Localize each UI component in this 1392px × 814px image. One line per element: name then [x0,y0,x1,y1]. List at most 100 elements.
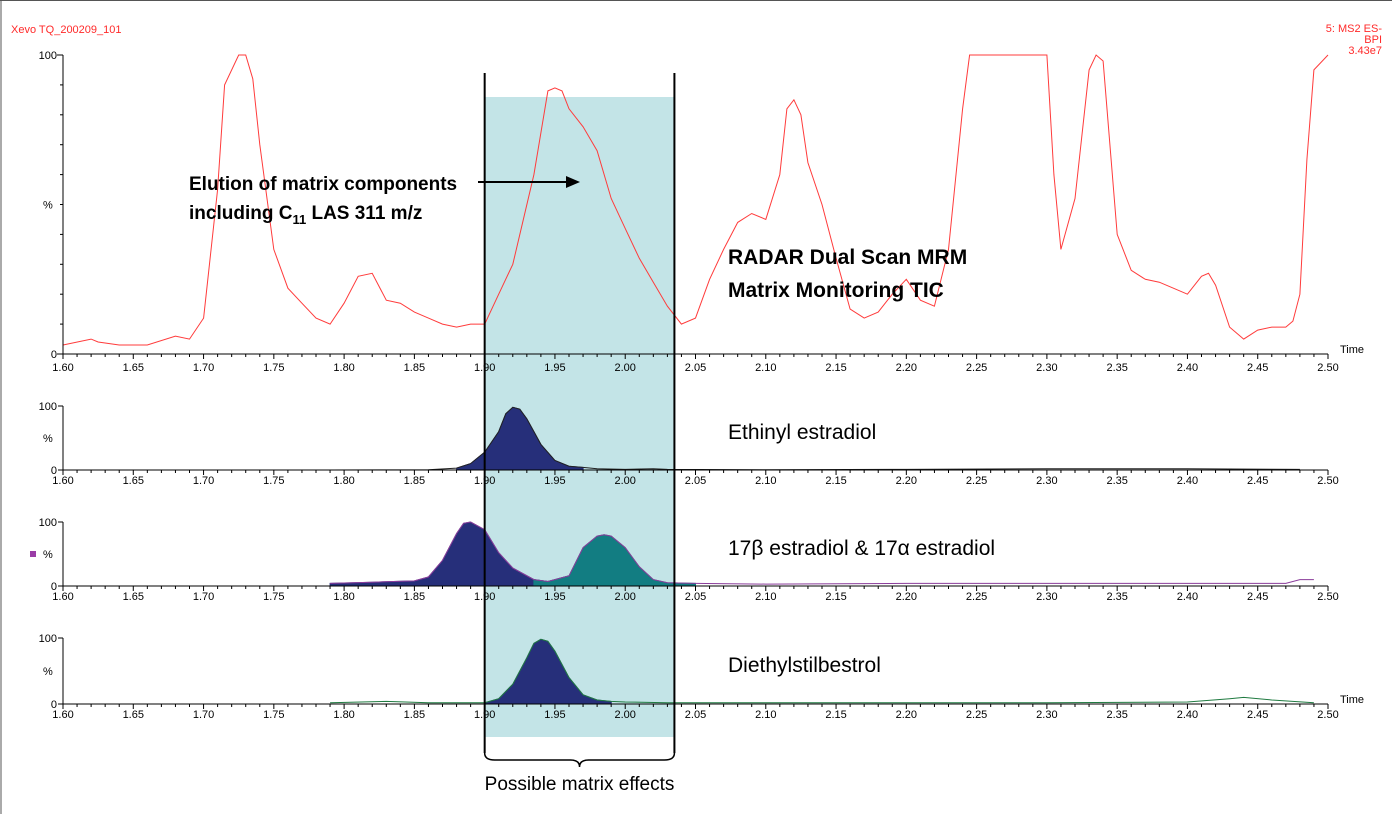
x-tick-label: 1.80 [333,591,354,603]
x-tick-label: 1.60 [52,362,73,374]
x-tick-label: 1.85 [404,591,425,603]
panel-tic: 1000%1.601.651.701.751.801.851.901.952.0… [39,50,1364,374]
x-tick-label: 1.60 [52,475,73,487]
x-tick-label: 2.50 [1317,475,1338,487]
x-tick-label: 2.20 [896,475,917,487]
x-tick-label: 1.85 [404,475,425,487]
x-tick-label: 2.20 [896,362,917,374]
panel-title: Diethylstilbestrol [728,654,881,677]
x-tick-label: 2.15 [825,591,846,603]
y-tick-label-min: 0 [51,349,57,361]
header-function-line3: 3.43e7 [1348,45,1382,57]
matrix-effects-label: Possible matrix effects [485,774,675,795]
x-tick-label: 2.45 [1247,591,1268,603]
x-tick-label: 2.35 [1106,475,1127,487]
x-tick-label: 2.15 [825,709,846,721]
y-axis-label: % [43,549,53,561]
x-tick-label: 1.85 [404,362,425,374]
y-tick-label-max: 100 [39,517,57,529]
legend-marker [30,551,36,557]
elution-arrow-head [566,176,580,188]
x-tick-label: 2.30 [1036,362,1057,374]
y-tick-label-max: 100 [39,401,57,413]
panel-diethylstilbestrol: 1000%1.601.651.701.751.801.851.901.952.0… [39,633,1364,721]
elution-text-subscript: 11 [292,212,306,227]
header-function-line1: 5: MS2 ES- [1325,23,1382,35]
x-tick-label: 2.30 [1036,709,1057,721]
y-tick-label-min: 0 [51,699,57,711]
x-tick-label: 2.45 [1247,475,1268,487]
x-tick-label: 2.35 [1106,362,1127,374]
x-tick-label: 2.05 [685,709,706,721]
x-tick-label: 1.65 [123,362,144,374]
tic-trace [62,54,1329,346]
x-tick-label: 1.60 [52,591,73,603]
y-tick-label-min: 0 [51,465,57,477]
x-tick-label: 2.50 [1317,362,1338,374]
x-tick-label: 1.70 [193,709,214,721]
y-axis-label: % [43,666,53,678]
x-tick-label: 2.00 [615,591,636,603]
x-axis-label: Time [1340,344,1364,356]
x-tick-label: 2.25 [966,709,987,721]
x-tick-label: 1.85 [404,709,425,721]
x-tick-label: 1.65 [123,591,144,603]
y-tick-label-max: 100 [39,50,57,62]
x-tick-label: 2.00 [615,475,636,487]
x-axis-label: Time [1340,694,1364,706]
x-tick-label: 2.50 [1317,709,1338,721]
x-tick-label: 1.75 [263,591,284,603]
x-tick-label: 1.80 [333,475,354,487]
elution-annotation-line1: Elution of matrix components [189,174,457,195]
header-function: 5: MS2 ES- BPI 3.43e7 [1326,24,1382,57]
x-tick-label: 2.10 [755,475,776,487]
x-tick-label: 2.40 [1177,475,1198,487]
x-tick-label: 2.05 [685,362,706,374]
trace-outline [330,638,1314,704]
radar-annotation-line2: Matrix Monitoring TIC [728,279,944,302]
x-tick-label: 1.70 [193,591,214,603]
x-tick-label: 1.80 [333,362,354,374]
x-tick-label: 2.10 [755,591,776,603]
y-tick-label-min: 0 [51,581,57,593]
x-tick-label: 2.45 [1247,362,1268,374]
y-axis-label: % [43,433,53,445]
x-tick-label: 2.50 [1317,591,1338,603]
x-tick-label: 2.25 [966,362,987,374]
x-tick-label: 1.80 [333,709,354,721]
x-tick-label: 2.40 [1177,709,1198,721]
x-tick-label: 2.30 [1036,475,1057,487]
elution-text-pre: including C [189,203,293,224]
elution-annotation-line2: including C11 LAS 311 m/z [189,203,422,227]
x-tick-label: 2.05 [685,591,706,603]
x-tick-label: 1.75 [263,709,284,721]
x-tick-label: 2.20 [896,591,917,603]
x-tick-label: 2.15 [825,362,846,374]
x-tick-label: 1.95 [544,475,565,487]
x-tick-label: 2.15 [825,475,846,487]
trace-outline [330,521,1314,585]
panel-title: 17β estradiol & 17α estradiol [728,537,995,560]
x-tick-label: 1.75 [263,475,284,487]
x-tick-label: 1.70 [193,362,214,374]
x-tick-label: 2.10 [755,709,776,721]
panel-ethinyl-estradiol: 1000%1.601.651.701.751.801.851.901.952.0… [39,401,1339,487]
x-tick-label: 1.65 [123,709,144,721]
x-tick-label: 2.25 [966,591,987,603]
y-tick-label-max: 100 [39,633,57,645]
matrix-effects-brace [483,752,676,768]
x-tick-label: 2.30 [1036,591,1057,603]
x-tick-label: 1.95 [544,709,565,721]
x-tick-label: 2.00 [615,709,636,721]
header-instrument: Xevo TQ_200209_101 [11,24,122,36]
x-tick-label: 1.95 [544,362,565,374]
header-function-line2: BPI [1364,34,1382,46]
x-tick-label: 1.60 [52,709,73,721]
x-tick-label: 2.05 [685,475,706,487]
x-tick-label: 1.75 [263,362,284,374]
elution-text-post: LAS 311 m/z [306,203,422,224]
panel-title: Ethinyl estradiol [728,421,876,444]
radar-annotation-line1: RADAR Dual Scan MRM [728,246,967,269]
